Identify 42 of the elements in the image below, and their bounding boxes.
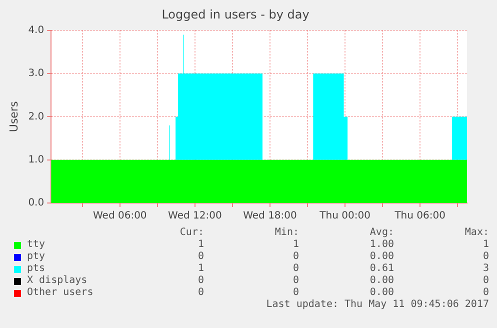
text: Min: xyxy=(274,227,299,239)
text: 0.00 xyxy=(368,251,394,263)
text: Max: xyxy=(464,227,489,239)
text: Cur: xyxy=(178,227,204,239)
text: 0 xyxy=(292,263,299,275)
legend-label: Other users xyxy=(27,287,94,299)
text: 1 xyxy=(196,239,204,251)
y-tick-label: 3.0 xyxy=(28,68,44,80)
x-tick-label: Thu 06:00 xyxy=(394,210,446,222)
text: 1 xyxy=(292,239,299,251)
text: Last update: Thu May 11 09:45:06 2017 xyxy=(265,299,489,310)
y-tick-label: 1.0 xyxy=(28,154,44,166)
text: 0 xyxy=(482,275,489,287)
text: 1 xyxy=(196,263,204,275)
text: 0 xyxy=(196,287,204,299)
chart-title: Logged in users - by day xyxy=(162,7,310,22)
legend-label: pts xyxy=(27,263,46,275)
text: 0.00 xyxy=(368,275,394,287)
text: 0 xyxy=(292,275,299,287)
text: 0 xyxy=(196,251,204,263)
text: 0 xyxy=(482,287,489,299)
y-axis-title: Users xyxy=(7,101,20,132)
y-tick-label: 2.0 xyxy=(28,111,44,122)
x-tick-label: Thu 00:00 xyxy=(318,210,370,222)
y-tick-label: 0.0 xyxy=(28,198,44,209)
y-tick-label: 4.0 xyxy=(28,24,44,36)
text: 0 xyxy=(292,251,299,263)
text: 0 xyxy=(292,287,299,299)
text: 3 xyxy=(482,263,489,275)
text: 0 xyxy=(196,275,204,287)
text: 0.00 xyxy=(368,287,394,299)
text: 1 xyxy=(482,239,489,251)
legend-label: tty xyxy=(27,239,46,251)
text: 0.61 xyxy=(368,263,394,275)
x-tick-label: Wed 06:00 xyxy=(92,210,147,222)
text: 1.00 xyxy=(368,239,394,251)
legend-label: X displays xyxy=(27,275,88,287)
legend-label: pty xyxy=(27,251,46,263)
text: Avg: xyxy=(368,227,394,239)
x-tick-label: Wed 18:00 xyxy=(243,210,297,222)
text: 0 xyxy=(482,251,489,263)
x-tick-label: Wed 12:00 xyxy=(168,210,222,222)
